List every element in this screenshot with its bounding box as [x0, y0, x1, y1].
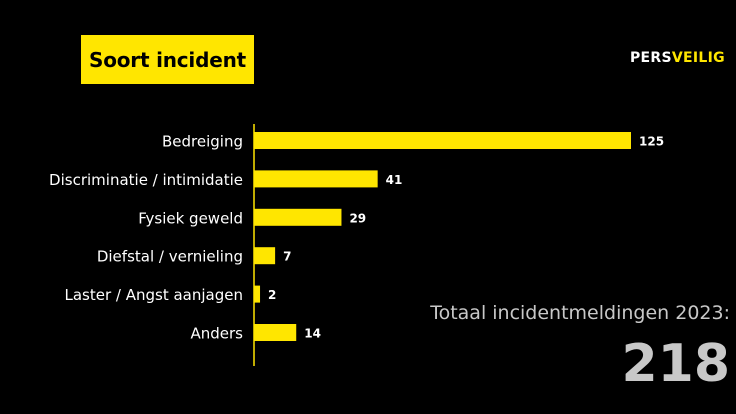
persveilig-logo: PERSVEILIG [630, 50, 725, 66]
data-label-3: 7 [283, 250, 291, 264]
category-label-2: Fysiek geweld [138, 209, 243, 227]
data-label-0: 125 [639, 135, 664, 149]
bar-5 [254, 324, 297, 341]
bar-3 [254, 247, 276, 265]
bar-1 [254, 170, 378, 188]
logo-part-veilig: VEILIG [671, 50, 725, 66]
logo-part-pers: PERS [630, 50, 672, 66]
bar-0 [254, 132, 631, 149]
category-label-4: Laster / Angst aanjagen [65, 286, 244, 304]
category-label-3: Diefstal / vernieling [97, 248, 243, 266]
category-label-5: Anders [191, 325, 244, 343]
data-label-2: 29 [349, 211, 366, 225]
chart-title: Soort incident [89, 47, 246, 72]
total-incidents-value: 218 [621, 334, 730, 394]
category-label-0: Bedreiging [162, 133, 243, 151]
bar-4 [254, 285, 261, 303]
data-label-5: 14 [304, 327, 321, 341]
total-incidents-label: Totaal incidentmeldingen 2023: [430, 302, 730, 324]
data-label-1: 41 [386, 173, 403, 187]
category-label-1: Discriminatie / intimidatie [49, 171, 243, 189]
data-label-4: 2 [268, 288, 276, 302]
chart-title-box: Soort incident [81, 35, 254, 84]
bar-2 [254, 208, 342, 226]
